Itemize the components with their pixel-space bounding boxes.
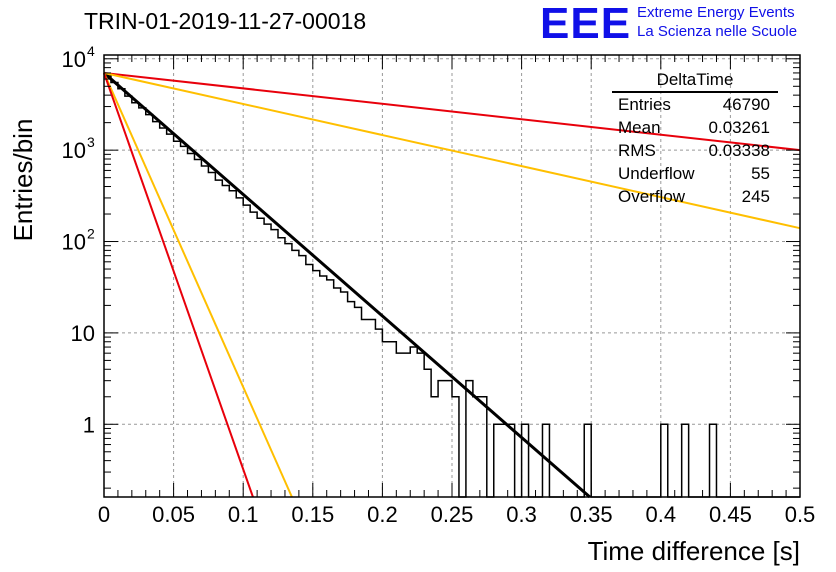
y-tick-label: 10 [62, 138, 86, 163]
eee-logo: EEE [540, 0, 632, 48]
x-tick-label: 0.2 [367, 502, 398, 527]
stats-box: DeltaTime Entries 46790 Mean 0.03261 RMS… [612, 70, 778, 208]
stats-box-title: DeltaTime [612, 70, 778, 93]
x-tick-label: 0.4 [646, 502, 677, 527]
y-tick-exponent: 4 [87, 43, 95, 59]
stats-row: Mean 0.03261 [612, 116, 778, 139]
y-tick-label: 10 [62, 230, 86, 255]
y-tick-label: 10 [71, 321, 95, 346]
stats-row: RMS 0.03338 [612, 139, 778, 162]
y-tick-exponent: 2 [87, 226, 95, 242]
stats-row: Overflow 245 [612, 185, 778, 208]
fit-lines [103, 71, 801, 499]
x-tick-label: 0.35 [570, 502, 613, 527]
brand-line-1: Extreme Energy Events [637, 4, 795, 21]
stats-label: Underflow [618, 164, 695, 183]
stats-label: Mean [618, 118, 661, 137]
fit-line [103, 71, 801, 230]
fit-line [103, 71, 801, 152]
stats-value: 245 [741, 187, 770, 206]
stats-label: Entries [618, 95, 671, 114]
fit-line [103, 71, 591, 499]
y-tick-label: 1 [83, 412, 95, 437]
y-axis-label: Entries/bin [8, 119, 38, 242]
stats-label: Overflow [618, 187, 686, 206]
x-tick-label: 0.1 [228, 502, 259, 527]
y-tick-label: 10 [62, 47, 86, 72]
stats-value: 0.03338 [708, 141, 770, 160]
stats-value: 55 [751, 164, 770, 183]
x-tick-label: 0.3 [506, 502, 537, 527]
chart-title: TRIN-01-2019-11-27-00018 [84, 8, 367, 34]
x-tick-label: 0.25 [431, 502, 474, 527]
x-tick-label: 0.45 [709, 502, 752, 527]
stats-row: Entries 46790 [612, 93, 778, 116]
brand-line-2: La Scienza nelle Scuole [637, 23, 798, 40]
stats-label: RMS [618, 141, 656, 160]
x-tick-label: 0.5 [785, 502, 816, 527]
stats-value: 46790 [722, 95, 770, 114]
x-tick-label: 0 [98, 502, 110, 527]
y-tick-exponent: 3 [87, 134, 95, 150]
x-tick-label: 0.05 [152, 502, 195, 527]
x-tick-label: 0.15 [291, 502, 334, 527]
x-axis-label: Time difference [s] [588, 536, 800, 566]
stats-row: Underflow 55 [612, 162, 778, 185]
fit-line [103, 72, 254, 498]
x-axis-ticks: 0 0.05 0.1 0.15 0.2 0.25 0.3 0.35 0.4 0.45 0.5 [98, 55, 815, 527]
fit-line [103, 72, 293, 498]
stats-value: 0.03261 [708, 118, 770, 137]
